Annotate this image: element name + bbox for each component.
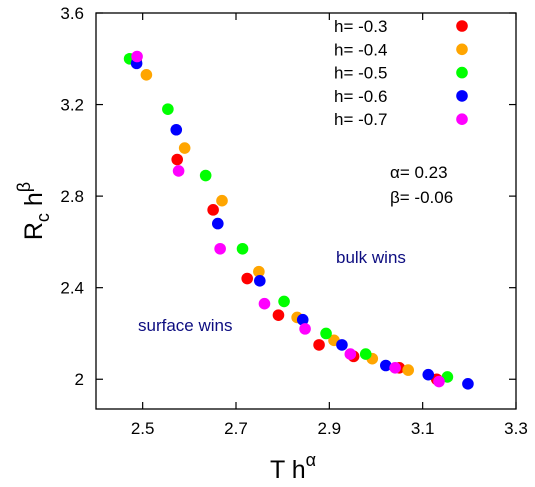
data-point [422, 368, 435, 381]
x-tick-label: 2.9 [318, 419, 342, 438]
legend-label: h= -0.5 [334, 64, 387, 83]
data-point [172, 165, 185, 177]
data-point [253, 265, 265, 278]
alpha-annotation: α= 0.23 [390, 163, 448, 182]
surface-wins-label: surface wins [138, 316, 232, 335]
data-point [170, 123, 183, 136]
data-point [178, 142, 191, 154]
data-point [272, 309, 285, 321]
data-point [207, 204, 219, 216]
legend-marker [456, 20, 468, 32]
data-point [380, 359, 392, 372]
data-point [171, 153, 183, 166]
legend-marker [456, 90, 468, 102]
legend-label: h= -0.6 [334, 87, 387, 106]
data-point [344, 348, 357, 360]
y-axis-title-sub: c [33, 213, 53, 222]
legend-label: h= -0.4 [334, 40, 387, 59]
data-point [212, 217, 224, 230]
x-tick-label: 2.7 [224, 419, 248, 438]
data-point [296, 313, 309, 326]
data-point [402, 364, 415, 376]
y-axis-title: Rc hβ [14, 182, 53, 240]
bulk-wins-label: bulk wins [336, 248, 406, 267]
data-point [299, 323, 311, 335]
data-point [131, 50, 143, 63]
x-tick-label: 3.3 [504, 419, 528, 438]
data-point [236, 242, 249, 255]
data-point [462, 378, 474, 390]
data-point [199, 169, 212, 182]
y-tick-label: 3.2 [60, 96, 84, 115]
data-point [162, 103, 174, 115]
x-axis-title-base: T h [270, 456, 306, 484]
y-tick-label: 2.8 [60, 187, 84, 206]
x-tick-label: 2.5 [131, 419, 155, 438]
data-point [389, 361, 401, 374]
data-point [140, 69, 153, 81]
y-tick-label: 2.4 [60, 279, 84, 298]
data-markers [123, 50, 474, 390]
legend-label: h= -0.3 [334, 17, 387, 36]
data-point [214, 242, 226, 255]
data-point [313, 339, 325, 351]
y-tick-label: 2 [75, 370, 84, 389]
data-point [253, 275, 266, 287]
data-point [320, 327, 332, 340]
y-axis-title-mid: h [20, 192, 48, 213]
beta-annotation: β= -0.06 [390, 188, 453, 207]
axis-ticks: 2.5 2.7 2.9 3.1 3.3 2 2.4 2.8 3.2 3.6 [60, 4, 527, 438]
x-axis-title-sup: α [306, 450, 316, 470]
legend: h= -0.3 h= -0.4 h= -0.5 h= -0.6 h= -0.7 [334, 17, 468, 129]
legend-label: h= -0.7 [334, 110, 387, 129]
y-axis-title-base: R [20, 222, 48, 240]
legend-marker [456, 43, 468, 56]
y-axis-title-sup: β [14, 182, 34, 192]
data-point [433, 375, 445, 388]
plot-area [95, 12, 517, 410]
data-point [278, 295, 290, 308]
data-point [258, 297, 271, 310]
plot-frame [95, 12, 517, 410]
data-point [359, 348, 372, 360]
x-axis-title: T hα [270, 450, 316, 484]
x-tick-label: 3.1 [411, 419, 435, 438]
y-tick-label: 3.6 [60, 4, 84, 23]
legend-marker [456, 113, 468, 125]
data-point [336, 339, 348, 351]
data-point [241, 272, 253, 285]
legend-marker [456, 66, 468, 79]
data-point [216, 194, 228, 207]
